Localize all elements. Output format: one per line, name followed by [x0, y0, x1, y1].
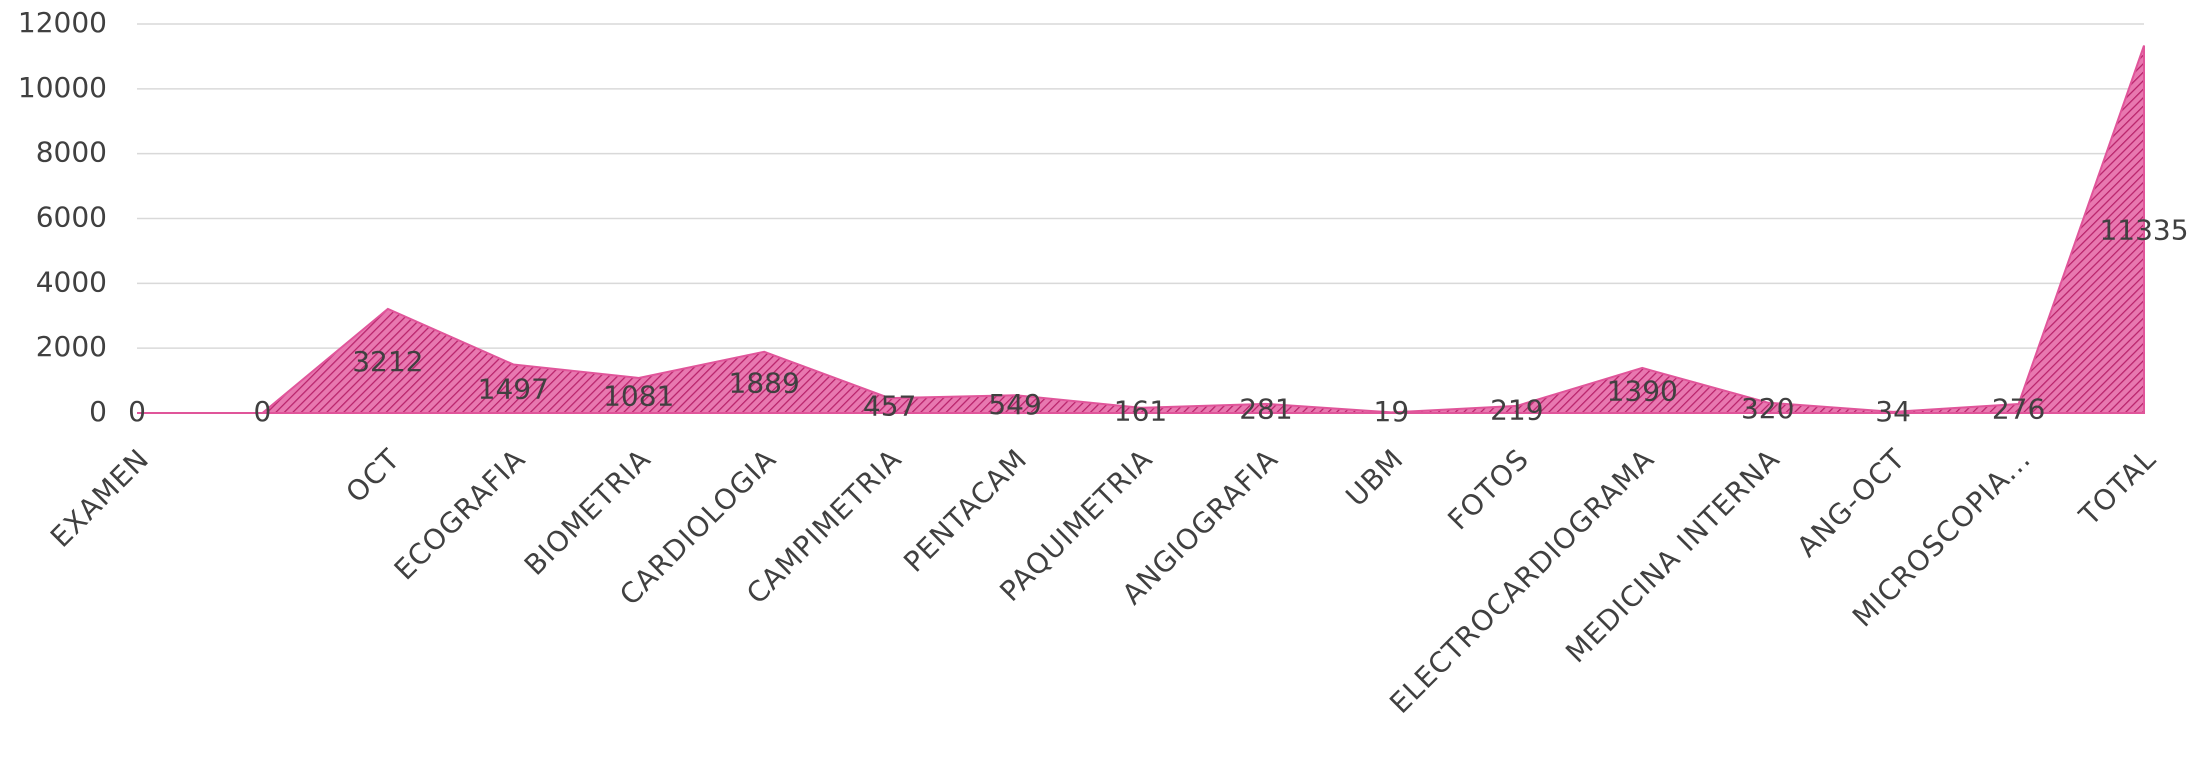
- y-tick-label: 4000: [36, 265, 107, 298]
- y-tick-label: 2000: [36, 330, 107, 363]
- data-label: 1889: [729, 366, 800, 399]
- y-tick-label: 0: [89, 395, 107, 428]
- data-label: 1081: [603, 379, 674, 412]
- data-label: 19: [1374, 395, 1410, 428]
- x-tick-label: EXAMEN: [44, 442, 156, 554]
- x-tick-label: ELECTROCARDIOGRAMA: [1383, 442, 1661, 720]
- data-label: 34: [1875, 395, 1911, 428]
- x-tick-label: UBM: [1339, 442, 1410, 513]
- x-tick-label: TOTAL: [2072, 442, 2162, 532]
- x-tick-label: OCT: [340, 442, 407, 509]
- data-label: 281: [1239, 392, 1292, 425]
- data-label: 457: [863, 390, 916, 423]
- x-tick-label: ECOGRAFIA: [388, 442, 532, 586]
- area: [137, 45, 2145, 414]
- data-label: 0: [128, 395, 146, 428]
- x-tick-label: MEDICINA INTERNA: [1559, 442, 1786, 669]
- data-label: 161: [1114, 394, 1167, 427]
- y-tick-label: 12000: [18, 6, 107, 39]
- x-tick-label: PENTACAM: [897, 442, 1033, 578]
- data-label: 549: [988, 388, 1041, 421]
- data-label: 3212: [352, 345, 423, 378]
- y-tick-label: 8000: [36, 136, 107, 169]
- data-label: 276: [1992, 393, 2045, 426]
- data-label: 219: [1490, 393, 1543, 426]
- data-label: 1390: [1607, 374, 1678, 407]
- y-tick-label: 6000: [36, 201, 107, 234]
- data-label: 0: [254, 395, 272, 428]
- x-tick-label: FOTOS: [1441, 442, 1535, 536]
- y-tick-label: 10000: [18, 71, 107, 104]
- data-label: 11335: [2099, 213, 2188, 246]
- data-label: 320: [1741, 392, 1794, 425]
- x-tick-label: ANG-OCT: [1791, 442, 1912, 563]
- data-label: 1497: [478, 373, 549, 406]
- x-tick-label: BIOMETRIA: [518, 442, 658, 582]
